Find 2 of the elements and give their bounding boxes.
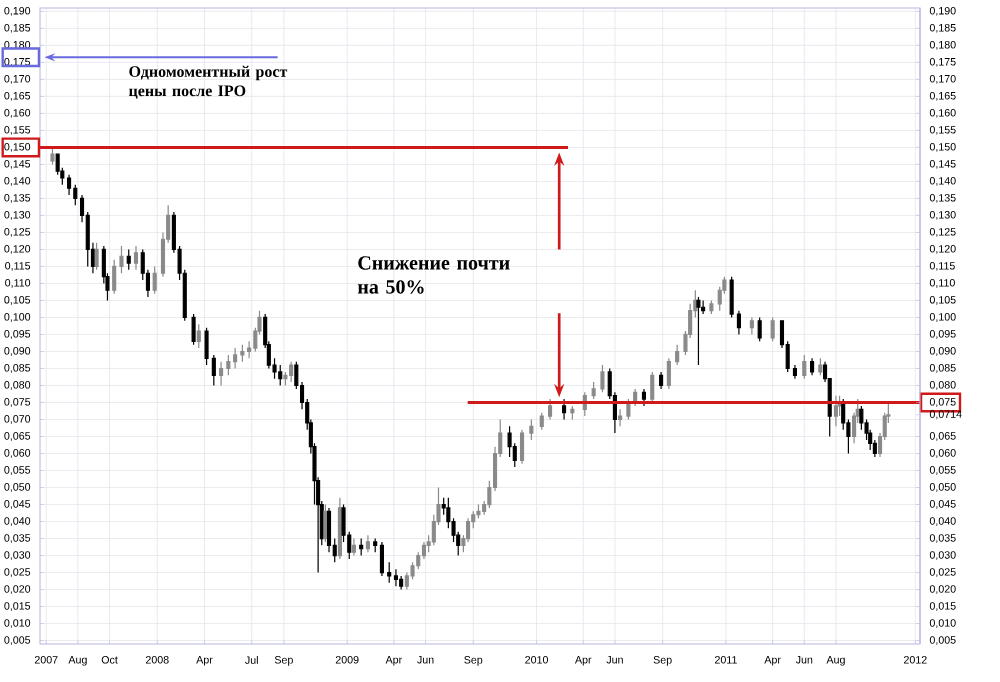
annotation: Снижение почти на 50%	[357, 256, 510, 294]
annotation: Одномоментный рост цены после IPO	[128, 65, 288, 99]
